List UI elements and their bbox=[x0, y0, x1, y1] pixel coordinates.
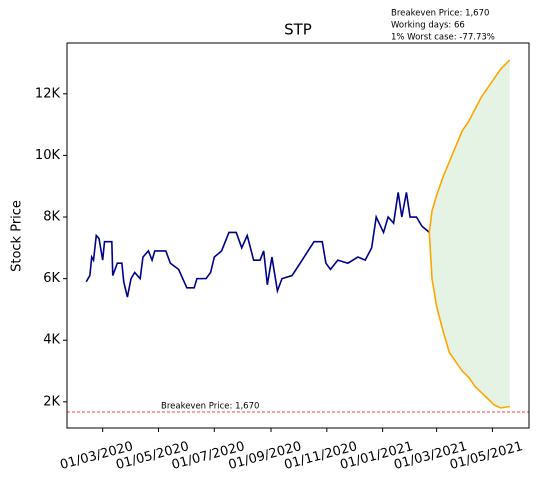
plot-frame bbox=[66, 42, 530, 429]
chart-title: STP bbox=[284, 21, 312, 39]
projection-upper bbox=[428, 59, 511, 233]
projection-band bbox=[429, 59, 510, 408]
price-line bbox=[85, 192, 430, 298]
projection-lower bbox=[428, 232, 510, 409]
breakeven-label: Breakeven Price: 1,670 bbox=[161, 401, 259, 411]
y-tick-label: 10K bbox=[35, 148, 61, 163]
y-tick-label: 2K bbox=[43, 394, 60, 409]
y-tick-label: 4K bbox=[43, 333, 60, 348]
info-line: Working days: 66 bbox=[391, 21, 465, 31]
y-tick-label: 12K bbox=[35, 86, 61, 101]
y-tick-label: 6K bbox=[43, 271, 60, 286]
y-tick-label: 8K bbox=[43, 210, 60, 225]
info-line: 1% Worst case: -77.73% bbox=[391, 33, 495, 43]
y-axis-label: Stock Price bbox=[10, 200, 25, 272]
info-line: Breakeven Price: 1,670 bbox=[391, 9, 489, 19]
